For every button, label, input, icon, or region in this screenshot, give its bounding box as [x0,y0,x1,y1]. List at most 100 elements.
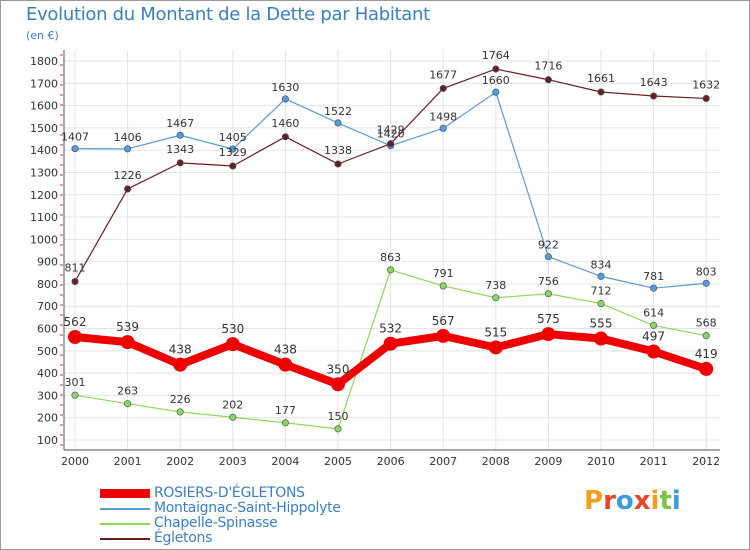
chart-title: Evolution du Montant de la Dette par Hab… [26,4,430,25]
data-point-gletons [176,159,184,167]
data-point-gletons [650,92,658,100]
data-point-chapelle-spinasse [597,300,605,308]
data-label-montaignac-saint-hippolyte: 1660 [482,74,510,87]
legend-label: Égletons [154,530,213,546]
y-tick-label: 500 [37,345,58,358]
data-label-chapelle-spinasse: 756 [538,275,559,288]
y-tick-label: 1700 [30,77,58,90]
x-tick-label: 2004 [271,455,299,468]
plot-area [64,50,720,450]
legend-swatch [100,523,150,525]
data-point-montaignac-saint-hippolyte [334,119,342,127]
data-point-gletons [229,162,237,170]
y-tick-label: 100 [37,434,58,447]
data-label-montaignac-saint-hippolyte: 922 [538,239,559,252]
data-point-chapelle-spinasse [124,400,132,408]
x-tick-label: 2009 [534,455,562,468]
data-label-montaignac-saint-hippolyte: 1420 [377,128,405,141]
data-label-chapelle-spinasse: 568 [696,317,717,330]
logo-letter: r [603,486,616,516]
data-label-montaignac-saint-hippolyte: 781 [643,270,664,283]
data-point-gletons [702,94,710,103]
legend-label: Chapelle-Spinasse [154,515,278,531]
logo-letter: P [584,486,604,516]
data-point-rosiers-d-gletons [436,328,451,343]
data-point-gletons [281,133,289,141]
chart-subtitle: (en €) [26,29,59,42]
data-point-rosiers-d-gletons [278,357,293,372]
data-point-chapelle-spinasse [71,391,79,399]
y-tick-label: 300 [37,389,58,402]
data-point-montaignac-saint-hippolyte [650,284,658,292]
data-label-rosiers-d-gletons: 438 [274,343,297,357]
data-label-gletons: 1460 [271,117,299,130]
y-tick-label: 1000 [30,233,58,246]
data-point-gletons [334,160,342,168]
data-label-rosiers-d-gletons: 555 [590,317,613,331]
data-label-rosiers-d-gletons: 497 [642,329,665,343]
logo-letter: i [650,486,660,516]
data-label-gletons: 1764 [482,49,510,62]
legend-swatch [100,508,150,510]
x-tick-label: 2006 [377,455,405,468]
y-tick-label: 700 [37,300,58,313]
logo-letter: i [671,486,681,516]
data-point-rosiers-d-gletons [120,335,135,350]
data-point-rosiers-d-gletons [331,377,345,392]
data-label-gletons: 1632 [692,78,720,91]
data-point-rosiers-d-gletons [594,331,608,346]
data-label-rosiers-d-gletons: 575 [537,312,560,326]
x-tick-label: 2012 [692,455,720,468]
data-point-chapelle-spinasse [229,413,237,421]
data-label-montaignac-saint-hippolyte: 1467 [166,117,194,130]
data-label-montaignac-saint-hippolyte: 834 [591,258,612,271]
data-point-montaignac-saint-hippolyte [439,124,447,132]
logo-letter: o [615,486,634,516]
data-label-rosiers-d-gletons: 530 [221,322,244,336]
data-label-chapelle-spinasse: 791 [433,267,454,280]
legend-label: Montaignac-Saint-Hippolyte [154,500,341,516]
data-point-chapelle-spinasse [334,425,342,433]
data-label-rosiers-d-gletons: 438 [169,343,192,357]
data-label-rosiers-d-gletons: 562 [64,315,87,329]
data-point-chapelle-spinasse [281,419,289,427]
proxiti-logo: Proxiti [584,486,681,516]
data-label-rosiers-d-gletons: 515 [484,325,507,339]
data-label-chapelle-spinasse: 614 [643,306,664,319]
data-label-gletons: 1643 [640,76,668,89]
x-tick-label: 2007 [429,455,457,468]
data-label-rosiers-d-gletons: 419 [695,347,718,361]
logo-letter: x [633,486,651,516]
data-point-rosiers-d-gletons [488,340,503,355]
data-point-montaignac-saint-hippolyte [124,145,132,153]
data-point-rosiers-d-gletons [173,357,188,372]
data-point-rosiers-d-gletons [383,336,398,351]
data-label-montaignac-saint-hippolyte: 1498 [429,110,457,123]
data-label-rosiers-d-gletons: 539 [116,320,139,334]
data-point-gletons [439,84,447,92]
data-point-montaignac-saint-hippolyte [492,88,500,96]
y-tick-label: 1800 [30,55,58,68]
x-tick-label: 2000 [61,455,89,468]
data-point-montaignac-saint-hippolyte [702,279,710,287]
data-point-chapelle-spinasse [387,266,395,274]
y-tick-label: 1500 [30,122,58,135]
x-tick-label: 2002 [166,455,194,468]
data-label-gletons: 811 [65,261,86,274]
data-label-montaignac-saint-hippolyte: 1405 [219,131,247,144]
data-point-gletons [544,76,552,84]
data-point-rosiers-d-gletons [68,330,82,345]
data-point-rosiers-d-gletons [646,344,661,359]
data-point-montaignac-saint-hippolyte [71,145,79,153]
data-label-gletons: 1661 [587,72,615,85]
legend-swatch [100,538,150,540]
data-point-chapelle-spinasse [702,332,710,340]
data-point-gletons [71,277,79,286]
data-label-chapelle-spinasse: 202 [222,398,243,411]
data-label-gletons: 1716 [534,60,562,73]
data-point-montaignac-saint-hippolyte [597,272,605,280]
x-tick-label: 2011 [640,455,668,468]
data-label-rosiers-d-gletons: 567 [432,314,455,328]
y-tick-label: 200 [37,412,58,425]
